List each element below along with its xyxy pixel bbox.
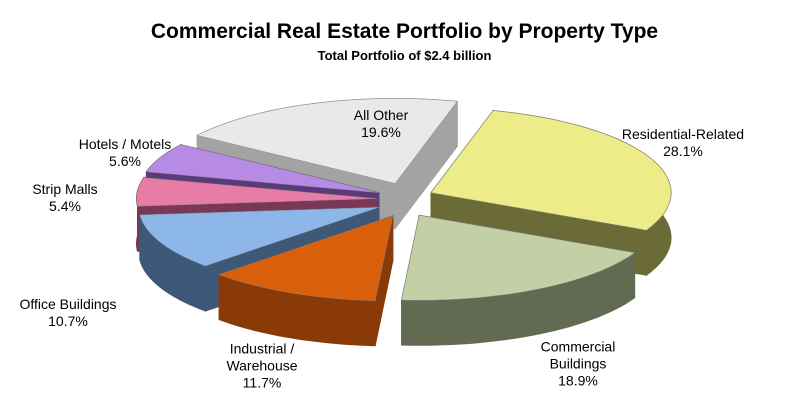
value-label: 28.1% xyxy=(663,143,703,159)
data-label: Office Buildings 10.7% xyxy=(0,296,153,330)
category-label: All Other xyxy=(353,107,409,123)
data-label: Residential-Related 28.1% xyxy=(598,126,768,160)
slice xyxy=(145,144,379,193)
value-label: 11.7% xyxy=(242,374,282,391)
chart-title: Commercial Real Estate Portfolio by Prop… xyxy=(150,20,659,43)
slice xyxy=(430,110,672,231)
category-label: Industrial / Warehouse xyxy=(226,340,298,374)
slice xyxy=(196,98,458,184)
category-label: Commercial Buildings xyxy=(540,338,616,372)
slice xyxy=(218,215,394,301)
value-label: 19.6% xyxy=(361,124,401,140)
value-label: 10.7% xyxy=(48,313,88,329)
data-label: Hotels / Motels 5.6% xyxy=(40,136,210,170)
data-label: Industrial / Warehouse 11.7% xyxy=(217,341,307,392)
data-label: Strip Malls 5.4% xyxy=(0,181,150,215)
category-label: Hotels / Motels xyxy=(78,136,172,152)
category-label: Residential-Related xyxy=(621,126,745,142)
value-label: 5.4% xyxy=(49,198,81,214)
slice xyxy=(139,207,380,267)
chart-subtitle: Total Portfolio of $2.4 billion xyxy=(317,48,492,63)
data-label: Commercial Buildings 18.9% xyxy=(533,339,623,390)
value-label: 18.9% xyxy=(558,372,598,389)
data-label: All Other 19.6% xyxy=(296,107,466,141)
slice xyxy=(136,177,377,207)
slice xyxy=(401,215,636,301)
value-label: 5.6% xyxy=(109,153,141,169)
category-label: Strip Malls xyxy=(32,181,98,197)
category-label: Office Buildings xyxy=(19,296,117,312)
